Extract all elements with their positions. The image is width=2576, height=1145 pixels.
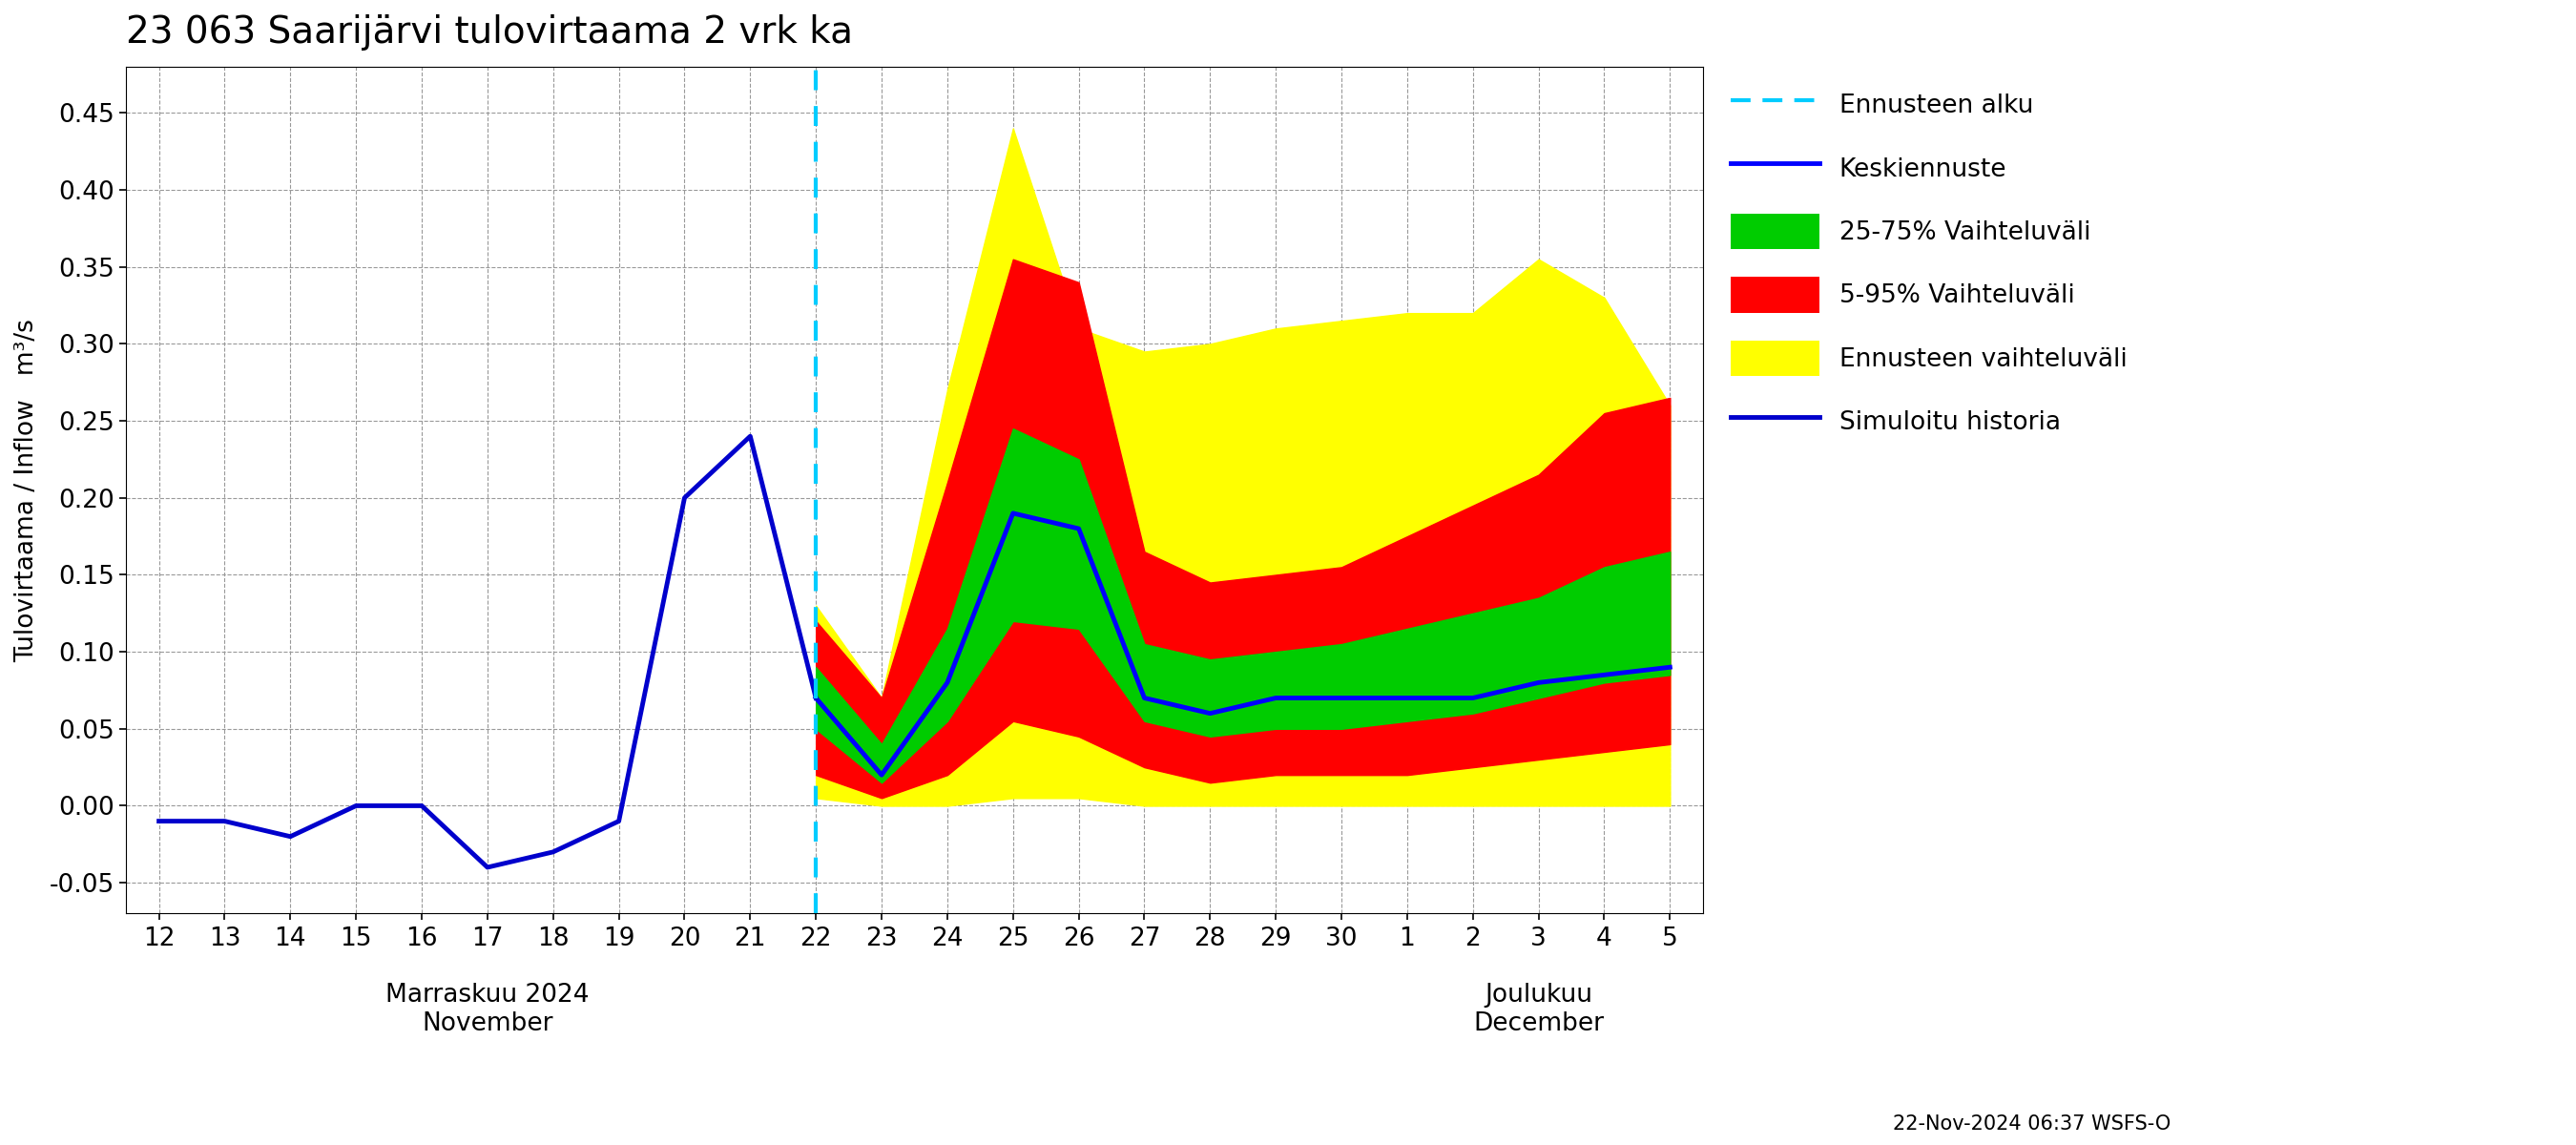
- Text: Joulukuu
December: Joulukuu December: [1473, 982, 1605, 1036]
- Text: 22-Nov-2024 06:37 WSFS-O: 22-Nov-2024 06:37 WSFS-O: [1893, 1114, 2172, 1134]
- Y-axis label: Tulovirtaama / Inflow   m³/s: Tulovirtaama / Inflow m³/s: [15, 318, 39, 662]
- Text: Marraskuu 2024
November: Marraskuu 2024 November: [386, 982, 590, 1036]
- Legend: Ennusteen alku, Keskiennuste, 25-75% Vaihteluväli, 5-95% Vaihteluväli, Ennusteen: Ennusteen alku, Keskiennuste, 25-75% Vai…: [1723, 79, 2136, 447]
- Text: 23 063 Saarijärvi tulovirtaama 2 vrk ka: 23 063 Saarijärvi tulovirtaama 2 vrk ka: [126, 14, 853, 50]
